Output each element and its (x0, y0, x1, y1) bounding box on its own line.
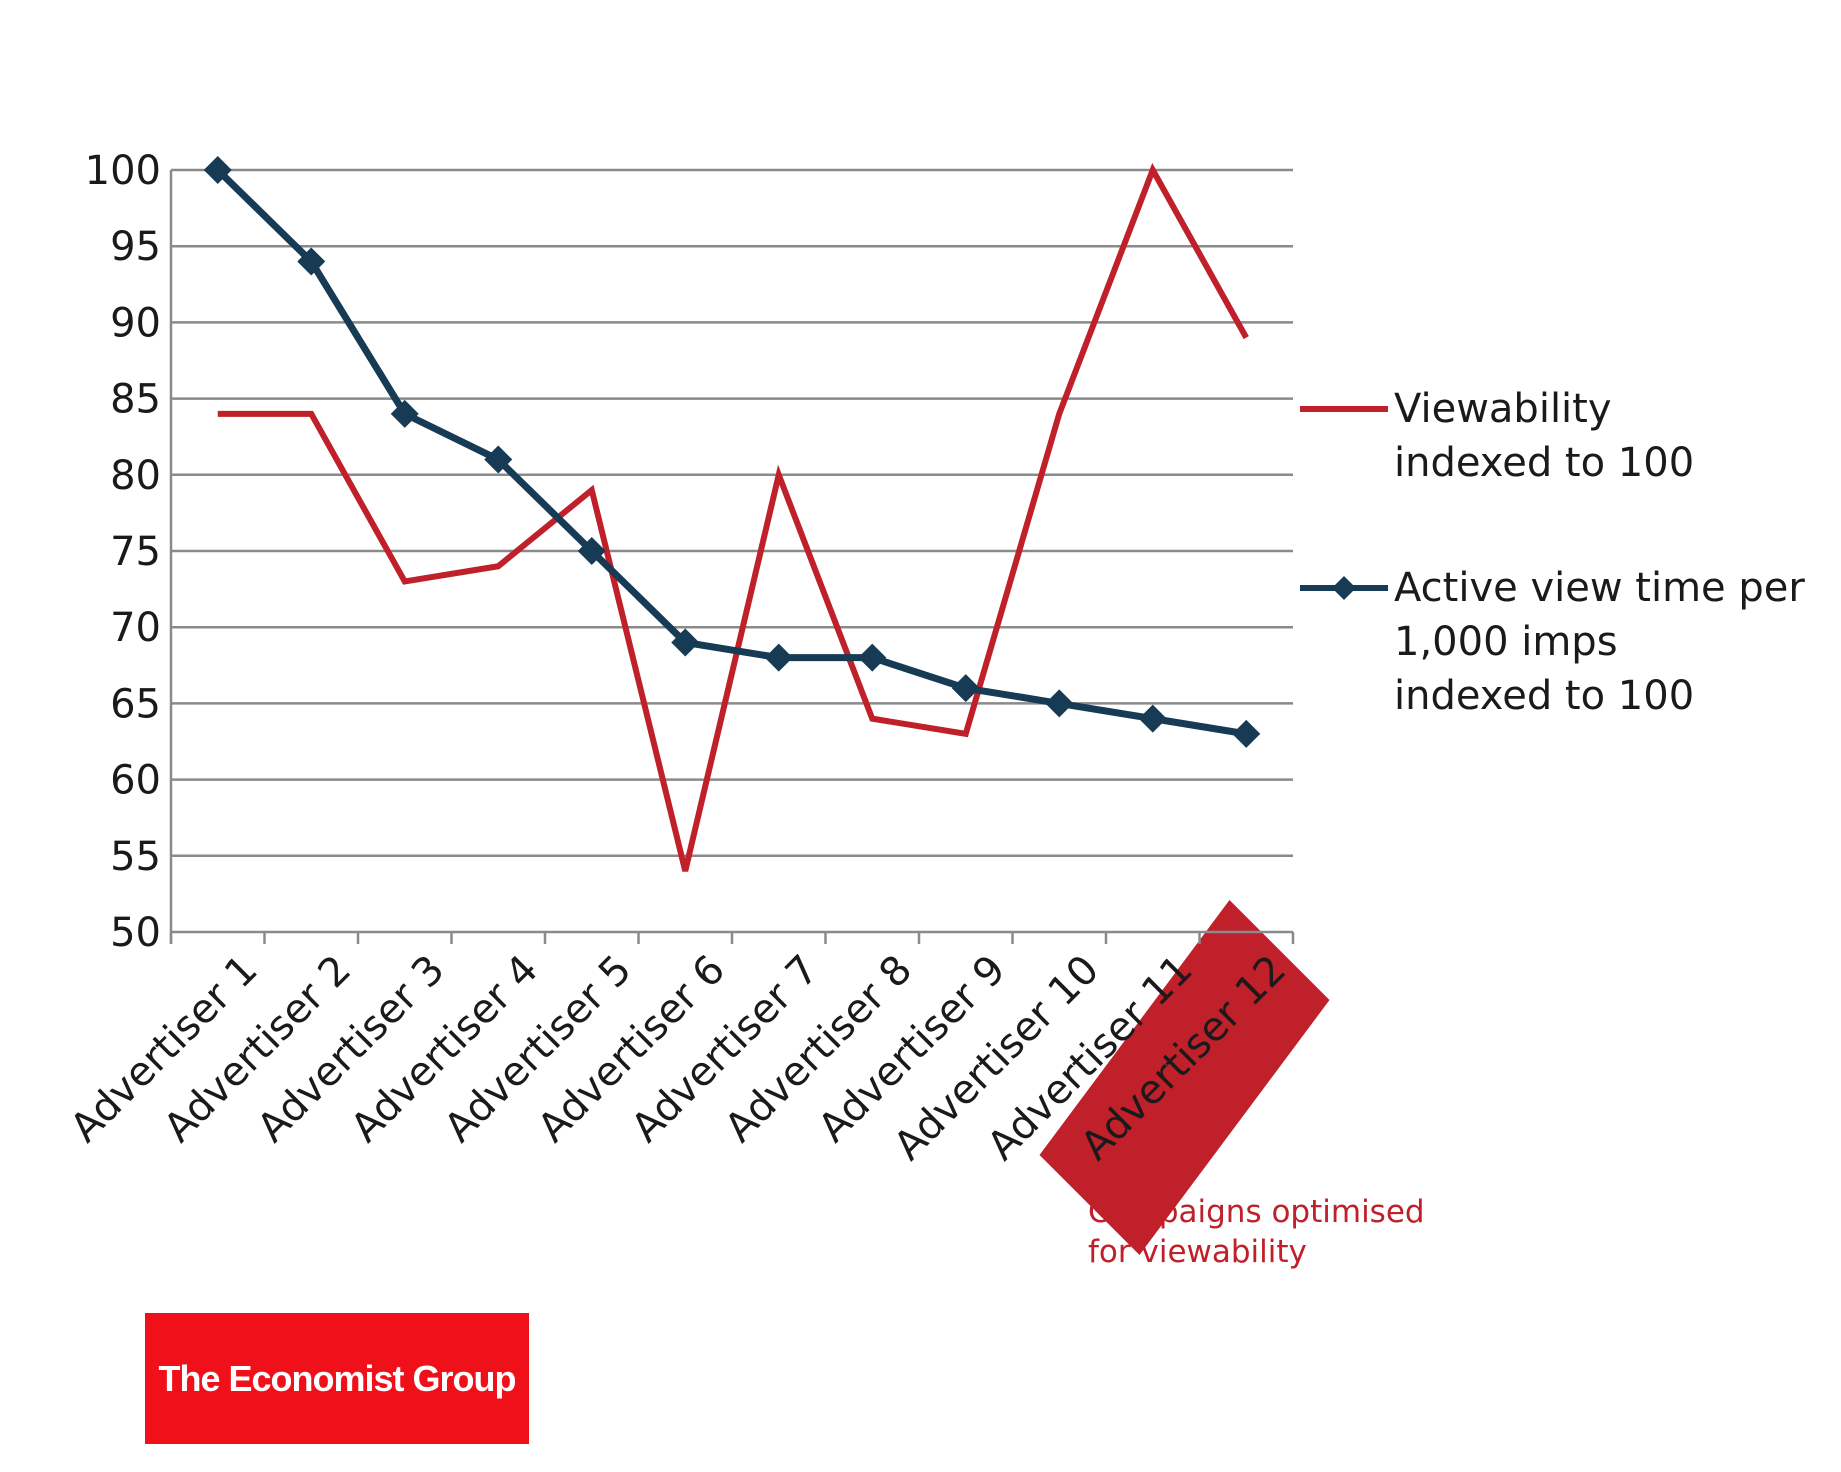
data-point-marker (951, 674, 980, 703)
legend-label: indexed to 100 (1394, 440, 1695, 486)
highlight-band (1039, 900, 1330, 1255)
y-tick-label: 70 (110, 605, 161, 651)
y-tick-label: 65 (110, 681, 161, 727)
legend-diamond-marker (1332, 576, 1356, 600)
y-tick-label: 55 (110, 834, 161, 880)
y-tick-label: 95 (110, 224, 161, 270)
data-point-marker (858, 643, 887, 672)
y-tick-label: 80 (110, 453, 161, 499)
data-point-marker (577, 537, 606, 565)
legend-label: 1,000 imps (1394, 619, 1618, 665)
legend-label: indexed to 100 (1394, 673, 1695, 719)
annotation-line: Campaigns optimised (1088, 1194, 1425, 1230)
data-point-marker (1138, 704, 1167, 733)
annotation-line: for viewability (1088, 1234, 1307, 1270)
data-point-marker (484, 445, 513, 474)
annotation: Campaigns optimised for viewability (1088, 1192, 1425, 1272)
data-point-marker (297, 247, 326, 276)
data-point-marker (203, 156, 232, 184)
data-point-marker (1045, 689, 1074, 718)
active-view-time-line (215, 167, 1247, 738)
y-tick-label: 75 (110, 529, 161, 575)
data-point-marker (390, 399, 419, 428)
data-point-marker (764, 643, 793, 672)
legend-swatch-viewability (1300, 406, 1388, 412)
legend-label: Viewability (1394, 386, 1612, 432)
data-point-marker (1232, 719, 1261, 748)
y-tick-label: 85 (110, 377, 161, 423)
y-tick-label: 90 (110, 300, 161, 346)
economist-group-logo: The Economist Group (145, 1313, 529, 1444)
legend-label: Active view time per (1394, 565, 1805, 611)
viewability-line (217, 162, 1249, 872)
logo-text: The Economist Group (158, 1357, 516, 1399)
y-tick-label: 100 (85, 148, 161, 194)
y-tick-label: 60 (110, 758, 161, 804)
data-point-marker (671, 628, 700, 657)
y-tick-label: 50 (110, 910, 161, 956)
